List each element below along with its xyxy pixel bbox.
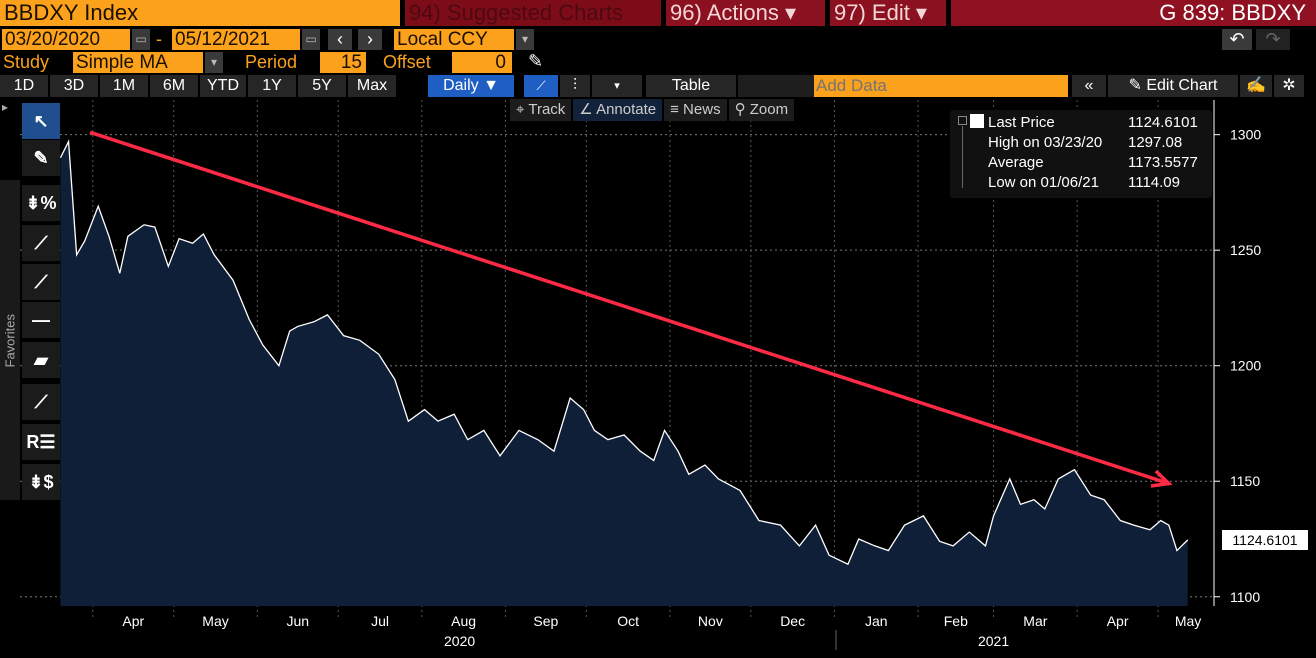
percent-level-icon[interactable]: ⇟% [22,185,60,221]
x-tick-label: Apr [1107,613,1129,629]
x-tick-label: Aug [451,613,476,629]
news-button[interactable]: ≡ News [664,99,727,121]
table-button[interactable]: Table [646,75,736,97]
y-tick-label: 1100 [1230,589,1260,605]
trend-arrow[interactable] [89,130,1170,486]
start-date-field[interactable]: 03/20/2020 [2,29,130,50]
annotate-button[interactable]: ∠ Annotate [573,99,663,121]
price-level-icon[interactable]: ⇟$ [22,464,60,500]
x-tick-label: Feb [944,613,968,629]
x-tick-label: Oct [617,613,639,629]
study-label: Study [3,52,50,72]
expand-icon[interactable]: ▸ [2,100,9,114]
series-swatch [970,114,984,128]
pencil-icon[interactable]: ✎ [528,51,544,71]
undo-button[interactable]: ↶ [1222,29,1252,50]
legend-average-value: 1173.5577 [1128,154,1198,171]
range-3d[interactable]: 3D [50,75,98,97]
x-tick-label: May [202,613,228,629]
collapse-button[interactable]: « [1072,75,1106,97]
x-tick-label: Mar [1023,613,1047,629]
favorites-label: Favorites [2,314,18,368]
legend-high-value: 1297.08 [1128,134,1183,151]
last-price-label: 1124.6101 [1222,529,1308,550]
segment-icon[interactable]: ⟋ [22,384,60,420]
year-label: 2021 [978,633,1009,649]
y-tick-label: 1300 [1230,127,1261,143]
edit-chart-button[interactable]: ✎ Edit Chart [1108,75,1238,97]
legend-high-label: High on 03/23/20 [988,134,1103,151]
offset-field[interactable]: 0 [452,52,512,73]
line-chart-icon[interactable]: ⟋ [524,75,558,97]
x-tick-label: May [1175,613,1201,629]
calendar-icon[interactable]: ▭ [302,29,320,50]
range-max[interactable]: Max [348,75,396,97]
period-field[interactable]: 15 [320,52,366,73]
chevron-down-icon[interactable]: ▾ [516,29,534,50]
ray-line-icon[interactable]: ⟋ [22,264,60,300]
next-period-button[interactable]: › [358,29,382,50]
y-tick-label: 1200 [1230,358,1261,374]
function-title: G 839: BBDXY [951,0,1316,26]
pointer-icon[interactable]: ↖ [22,103,60,139]
add-data-input[interactable] [814,75,1068,97]
chevron-down-icon[interactable]: ▾ [205,52,223,73]
edit-menu[interactable]: 97) Edit ▾ [830,0,946,26]
range-ytd[interactable]: YTD [200,75,246,97]
x-tick-label: Nov [698,613,723,629]
x-tick-label: Dec [780,613,805,629]
security-field[interactable]: BBDXY Index [0,0,400,26]
arrow-head [1150,469,1173,488]
price-area [60,141,1188,606]
range-1y[interactable]: 1Y [248,75,296,97]
x-tick-label: Apr [122,613,144,629]
frequency-select[interactable]: Daily ▼ [428,75,514,97]
legend-low-value: 1114.09 [1128,174,1180,191]
period-label: Period [245,52,298,72]
favorites-tab[interactable]: Favorites [0,180,20,500]
notes-icon[interactable]: ✍ [1240,75,1272,97]
actions-menu[interactable]: 96) Actions ▾ [666,0,825,26]
channel-icon[interactable]: ▰ [22,342,60,378]
suggested-charts-button[interactable]: 94) Suggested Charts [405,0,661,26]
pen-icon[interactable]: ✎ [22,140,60,176]
end-date-field[interactable]: 05/12/2021 [172,29,300,50]
range-5y[interactable]: 5Y [298,75,346,97]
y-tick-label: 1250 [1230,242,1261,258]
redo-button[interactable]: ↷ [1256,29,1290,50]
legend-average-label: Average [988,154,1044,171]
offset-label: Offset [383,52,431,72]
fibonacci-icon[interactable]: R☰ [22,424,60,460]
y-tick-label: 1150 [1230,473,1260,489]
horizontal-line-icon[interactable]: — [22,302,60,338]
settings-icon[interactable]: ✲ [1274,75,1304,97]
currency-select[interactable]: Local CCY [394,29,514,50]
range-6m[interactable]: 6M [150,75,198,97]
range-1m[interactable]: 1M [100,75,148,97]
year-label: 2020 [444,633,475,649]
x-tick-label: Jul [371,613,389,629]
trend-line-icon[interactable]: ⟋ [22,225,60,261]
price-line [59,139,1189,566]
legend-panel: Last Price 1124.6101 High on 03/23/20 12… [950,110,1212,198]
calendar-icon[interactable]: ▭ [132,29,150,50]
x-tick-label: Sep [533,613,558,629]
candlestick-icon[interactable]: ⫶ [560,75,590,97]
range-1d[interactable]: 1D [0,75,48,97]
x-tick-label: Jan [865,613,888,629]
chart-type-dropdown[interactable]: ▾ [592,75,642,97]
study-select[interactable]: Simple MA [73,52,203,73]
x-tick-label: Jun [286,613,309,629]
date-separator: - [156,29,162,49]
zoom-button[interactable]: ⚲ Zoom [728,99,795,121]
legend-last-value: 1124.6101 [1128,114,1198,131]
legend-low-label: Low on 01/06/21 [988,174,1099,191]
prev-period-button[interactable]: ‹ [328,29,352,50]
track-button[interactable]: ⌖ Track [510,99,572,121]
legend-last-label: Last Price [988,114,1055,131]
